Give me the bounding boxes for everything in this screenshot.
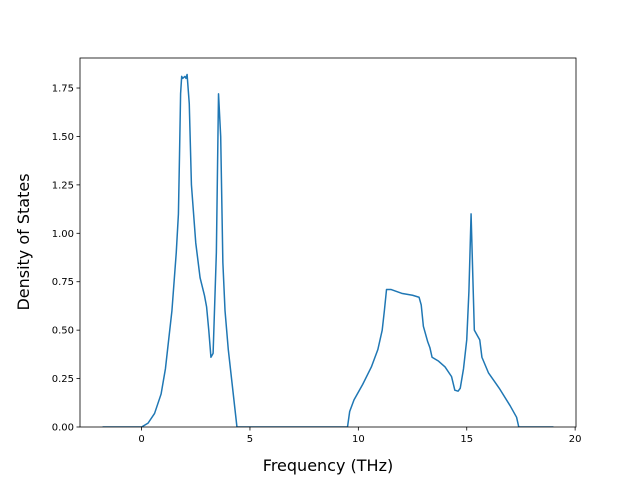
x-tick-label: 20 [569, 434, 582, 445]
y-tick-label: 0.00 [52, 423, 74, 434]
y-tick-label: 1.25 [52, 180, 74, 191]
y-tick-label: 0.50 [52, 326, 74, 337]
y-axis-label: Density of States [14, 173, 33, 310]
x-tick-label: 5 [247, 434, 253, 445]
y-tick-label: 1.50 [52, 132, 74, 143]
x-tick-label: 10 [352, 434, 365, 445]
y-tick-label: 1.75 [52, 84, 74, 95]
line [102, 73, 554, 427]
x-axis-label: Frequency (THz) [263, 456, 393, 475]
y-tick-label: 1.00 [52, 229, 74, 240]
plot-frame [79, 57, 577, 428]
x-tick-label: 15 [460, 434, 473, 445]
y-tick-label: 0.25 [52, 374, 74, 385]
x-tick-label: 0 [138, 434, 144, 445]
y-tick-label: 0.75 [52, 277, 74, 288]
